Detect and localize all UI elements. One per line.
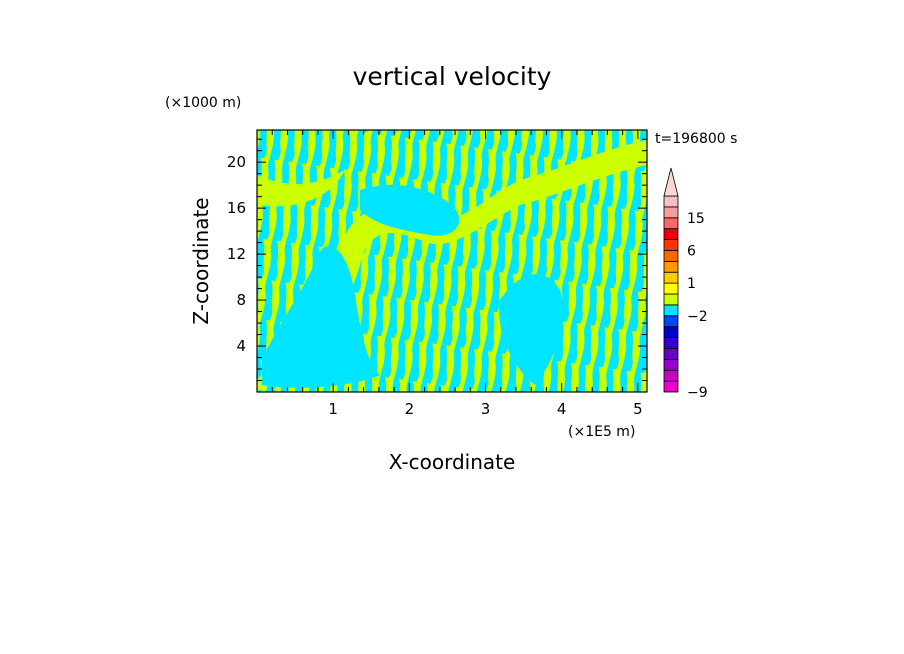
downdraft-region — [360, 184, 460, 236]
x-tick-label: 3 — [481, 400, 491, 418]
colorbar-label: 6 — [687, 243, 696, 259]
colorbar-swatch — [663, 250, 679, 262]
colorbar-swatch — [663, 337, 679, 349]
x-unit-label: (×1E5 m) — [568, 424, 635, 440]
downdraft-region — [262, 245, 380, 388]
downdraft-region — [499, 273, 564, 385]
colorbar-label: 15 — [687, 211, 705, 227]
colorbar-label: −2 — [687, 309, 708, 325]
contour-field — [257, 130, 647, 392]
colorbar-swatch — [663, 326, 679, 338]
colorbar-swatch — [663, 282, 679, 295]
y-tick-label: 8 — [236, 291, 246, 309]
colorbar-swatch — [663, 348, 679, 360]
colorbar-swatch — [663, 358, 679, 371]
y-tick-label: 4 — [236, 337, 246, 355]
chart-title: vertical velocity — [353, 62, 552, 91]
colorbar-swatch — [663, 195, 679, 208]
colorbar-swatch — [663, 206, 679, 219]
x-axis-label: X-coordinate — [389, 450, 516, 474]
colorbar-swatch — [663, 380, 679, 393]
colorbar-swatch — [663, 293, 679, 306]
colorbar-label: 1 — [687, 276, 696, 292]
colorbar-swatch — [663, 315, 679, 328]
colorbar-swatch — [663, 228, 679, 240]
colorbar-swatch — [663, 271, 679, 284]
x-tick-label: 1 — [328, 400, 338, 418]
y-tick-label: 16 — [227, 199, 246, 217]
colorbar: 15 6 1 −2 −9 — [663, 167, 708, 401]
y-axis-label: Z-coordinate — [189, 197, 213, 324]
y-tick-label: 20 — [227, 153, 246, 171]
colorbar-swatch — [663, 304, 679, 317]
updraft-band — [257, 140, 647, 392]
colorbar-swatch — [663, 239, 679, 251]
updraft-band — [257, 170, 345, 207]
y-unit-label: (×1000 m) — [165, 95, 241, 111]
colorbar-swatch — [663, 260, 679, 273]
x-tick-label: 4 — [557, 400, 567, 418]
colorbar-extend-arrow — [663, 167, 679, 197]
colorbar-swatch — [663, 369, 679, 382]
y-tick-label: 12 — [227, 245, 246, 263]
time-label: t=196800 s — [655, 131, 737, 147]
x-tick-label: 2 — [405, 400, 415, 418]
colorbar-swatch — [663, 217, 679, 230]
x-tick-label: 5 — [633, 400, 643, 418]
plot-frame — [256, 129, 648, 393]
colorbar-label: −9 — [687, 385, 708, 401]
